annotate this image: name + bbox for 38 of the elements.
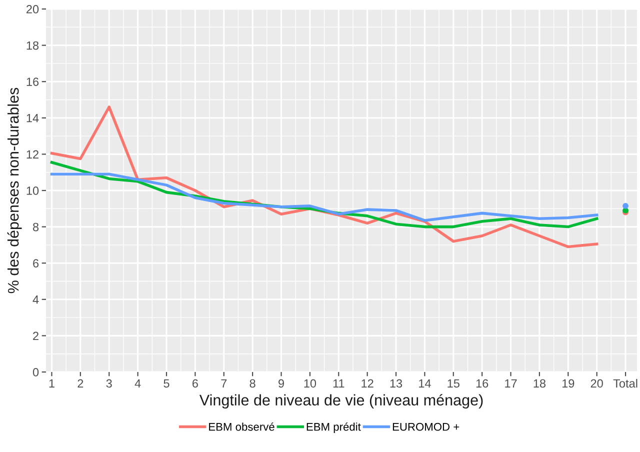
x-tick-label: 14 xyxy=(419,379,431,388)
x-tick-label: 20 xyxy=(590,379,603,388)
legend-label: EBM observé xyxy=(209,422,274,431)
x-tick-label: 11 xyxy=(333,379,344,388)
x-tick-label: 16 xyxy=(476,379,488,388)
x-tick-label: 6 xyxy=(192,379,198,388)
x-tick-label: 12 xyxy=(362,379,374,388)
legend-label: EUROMOD + xyxy=(392,422,460,431)
y-tick-label: 20 xyxy=(26,5,39,14)
y-tick-label: 14 xyxy=(26,114,39,122)
x-tick-label: 10 xyxy=(304,379,316,388)
x-tick-label: 3 xyxy=(106,379,112,388)
y-tick-label: 12 xyxy=(26,150,38,158)
y-tick-label: 0 xyxy=(32,368,39,376)
x-tick-label: 15 xyxy=(448,379,460,388)
y-tick-label: 2 xyxy=(33,332,38,340)
x-tick-label: 19 xyxy=(562,379,574,388)
x-axis-title: Vingtile de niveau de vie (niveau ménage) xyxy=(199,394,483,409)
legend-label: EBM prédit xyxy=(306,422,361,433)
x-tick-label: 2 xyxy=(78,379,84,388)
line-series xyxy=(50,172,598,222)
x-tick-label: 7 xyxy=(221,379,227,388)
y-axis-title: % des dépenses non-durables xyxy=(7,88,22,294)
x-tick-label: 18 xyxy=(534,379,546,388)
x-tick-label: 8 xyxy=(250,379,256,388)
y-tick-label: 10 xyxy=(26,186,39,195)
x-tick-label: 9 xyxy=(278,379,284,388)
y-tick-label: 6 xyxy=(33,259,39,268)
x-tick-label: 4 xyxy=(134,379,141,388)
x-tick-label: 1 xyxy=(49,379,54,388)
y-tick-label: 4 xyxy=(32,296,39,304)
y-tick-label: 18 xyxy=(26,41,39,50)
y-tick-label: 16 xyxy=(26,78,39,86)
y-tick-label: 8 xyxy=(33,222,39,232)
x-tick-label: 13 xyxy=(390,379,402,388)
x-tick-label: 5 xyxy=(164,379,170,388)
x-tick-label: 17 xyxy=(505,379,517,388)
x-tick-label: Total xyxy=(613,378,638,388)
